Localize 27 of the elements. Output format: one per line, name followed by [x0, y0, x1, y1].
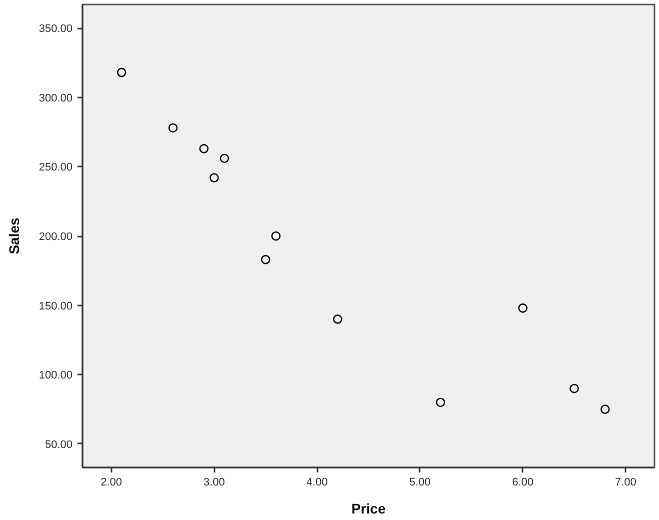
point	[199, 144, 209, 154]
y-axis-title: Sales	[6, 217, 22, 254]
x-tick-label: 7.00	[614, 476, 636, 488]
y-tick-label: 250.00	[38, 162, 73, 174]
point	[116, 68, 126, 78]
y-tick-label: 100.00	[38, 370, 73, 382]
x-tick-label: 3.00	[203, 476, 225, 488]
point	[210, 173, 219, 182]
x-tick-label: 6.00	[512, 476, 534, 488]
point	[271, 231, 281, 241]
point	[260, 254, 270, 264]
point	[168, 123, 178, 133]
x-tick-label: 4.00	[306, 476, 328, 488]
x-tick-label: 2.00	[100, 476, 122, 488]
x-axis-title: Price	[351, 500, 386, 516]
y-tick-label: 200.00	[38, 231, 73, 243]
y-tick-label: 300.00	[38, 92, 73, 104]
point	[570, 384, 579, 394]
point	[332, 314, 342, 324]
y-tick-label: 350.00	[38, 23, 73, 36]
point	[518, 303, 528, 313]
point	[220, 154, 230, 164]
point	[436, 398, 446, 407]
point	[600, 404, 610, 414]
x-tick-label: 5.00	[409, 476, 431, 488]
y-tick-label: 150.00	[38, 300, 73, 312]
y-tick-label: 50.00	[44, 438, 73, 451]
